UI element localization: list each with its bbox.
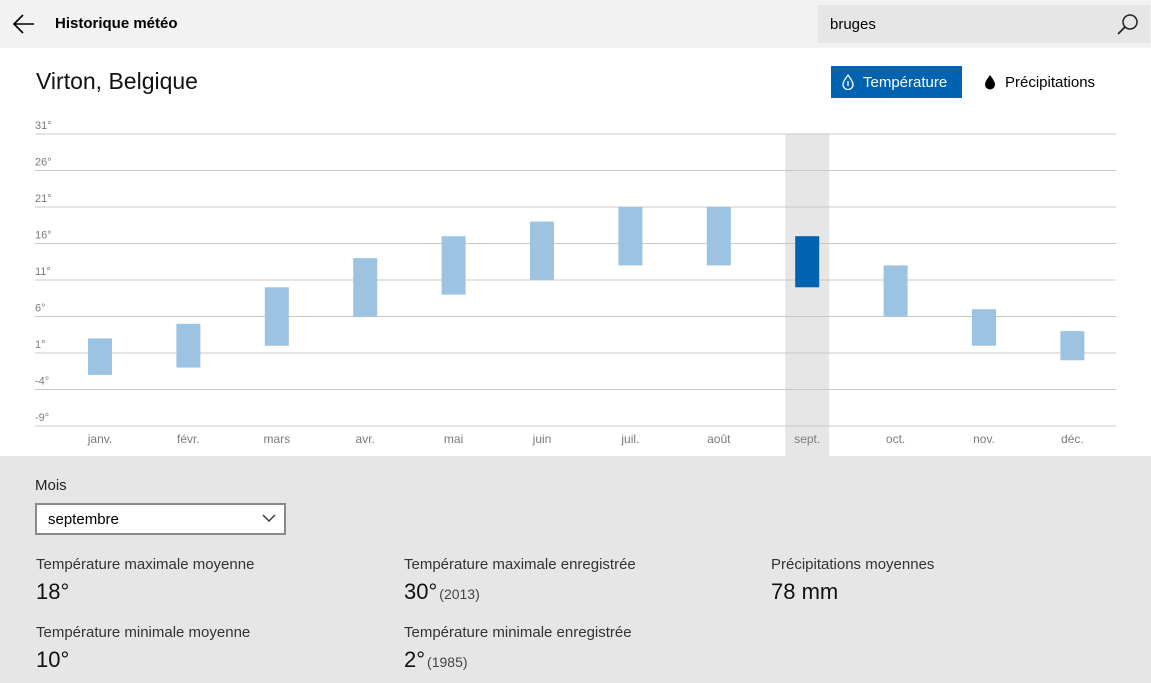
record-max-label: Température maximale enregistrée bbox=[404, 556, 636, 573]
month-select[interactable]: septembre bbox=[35, 503, 286, 535]
y-tick-label: 16° bbox=[35, 230, 52, 242]
bar-nov bbox=[972, 309, 996, 346]
precipitation-toggle[interactable]: Précipitations bbox=[978, 66, 1108, 98]
month-label: Mois bbox=[35, 477, 67, 494]
avg-max-value: 18° bbox=[36, 579, 70, 604]
x-tick-label: sept. bbox=[794, 432, 820, 446]
avg-precip-value: 78 mm bbox=[771, 579, 839, 604]
x-tick-label: déc. bbox=[1061, 432, 1084, 446]
bar-sept bbox=[795, 236, 820, 288]
y-tick-label: 11° bbox=[35, 266, 51, 278]
y-tick-label: 31° bbox=[35, 120, 52, 132]
x-tick-label: juil. bbox=[620, 432, 639, 446]
bar-oct bbox=[883, 265, 908, 317]
x-tick-label: janv. bbox=[87, 432, 112, 446]
bar-mars bbox=[264, 287, 289, 346]
bar-janv bbox=[88, 338, 112, 375]
back-button[interactable] bbox=[10, 10, 38, 38]
x-tick-label: août bbox=[707, 432, 731, 446]
thermometer-drop-icon bbox=[842, 74, 854, 90]
bar-déc bbox=[1060, 331, 1085, 361]
bar-avr bbox=[353, 258, 378, 317]
record-max-value: 30° bbox=[404, 579, 438, 604]
search-input[interactable] bbox=[818, 5, 1108, 43]
record-max-year: (2013) bbox=[439, 586, 480, 602]
app-title: Historique météo bbox=[55, 15, 178, 32]
y-tick-label: 6° bbox=[35, 303, 46, 315]
precipitation-toggle-label: Précipitations bbox=[1005, 74, 1096, 91]
details-panel: Mois septembre Température maximale moye… bbox=[0, 456, 1151, 683]
y-tick-label: 26° bbox=[35, 157, 52, 169]
x-tick-label: mars bbox=[263, 432, 290, 446]
x-tick-label: mai bbox=[444, 432, 463, 446]
chevron-down-icon bbox=[262, 514, 276, 522]
title-bar: Historique météo bbox=[0, 0, 1151, 48]
x-tick-label: févr. bbox=[177, 432, 200, 446]
avg-min-label: Température minimale moyenne bbox=[36, 624, 251, 641]
bar-juin bbox=[530, 221, 554, 280]
bar-aot bbox=[706, 207, 731, 266]
y-tick-label: 1° bbox=[35, 339, 46, 351]
selected-month-highlight bbox=[785, 134, 830, 456]
search-button[interactable] bbox=[1116, 13, 1140, 37]
x-tick-label: avr. bbox=[356, 432, 375, 446]
bar-févr bbox=[176, 323, 201, 368]
x-tick-label: juin bbox=[532, 432, 552, 446]
search-box bbox=[818, 5, 1150, 43]
record-max: 30° (2013) bbox=[404, 579, 480, 605]
temperature-toggle-label: Température bbox=[863, 74, 948, 91]
search-icon bbox=[1117, 14, 1138, 35]
temperature-toggle[interactable]: Température bbox=[831, 66, 962, 98]
record-min-label: Température minimale enregistrée bbox=[404, 624, 632, 641]
y-tick-label: -4° bbox=[35, 376, 49, 388]
y-tick-label: -9° bbox=[35, 412, 49, 424]
arrow-left-icon bbox=[12, 14, 34, 34]
record-min: 2° (1985) bbox=[404, 647, 468, 673]
bar-juil bbox=[618, 207, 643, 266]
temperature-chart: 31° 26° 21° 16° 11° 6° 1° -4° -9° janv. févr. mars a… bbox=[35, 120, 1116, 456]
rain-drop-icon bbox=[985, 75, 995, 90]
record-min-value: 2° bbox=[404, 647, 426, 672]
bar-mai bbox=[441, 236, 466, 295]
avg-precip-label: Précipitations moyennes bbox=[771, 556, 935, 573]
x-tick-label: oct. bbox=[886, 432, 905, 446]
month-select-value: septembre bbox=[48, 511, 119, 528]
avg-max-label: Température maximale moyenne bbox=[36, 556, 255, 573]
x-tick-label: nov. bbox=[973, 432, 995, 446]
record-min-year: (1985) bbox=[427, 654, 468, 670]
avg-min-value: 10° bbox=[36, 647, 70, 672]
location-title: Virton, Belgique bbox=[36, 68, 198, 94]
y-tick-label: 21° bbox=[35, 193, 52, 205]
